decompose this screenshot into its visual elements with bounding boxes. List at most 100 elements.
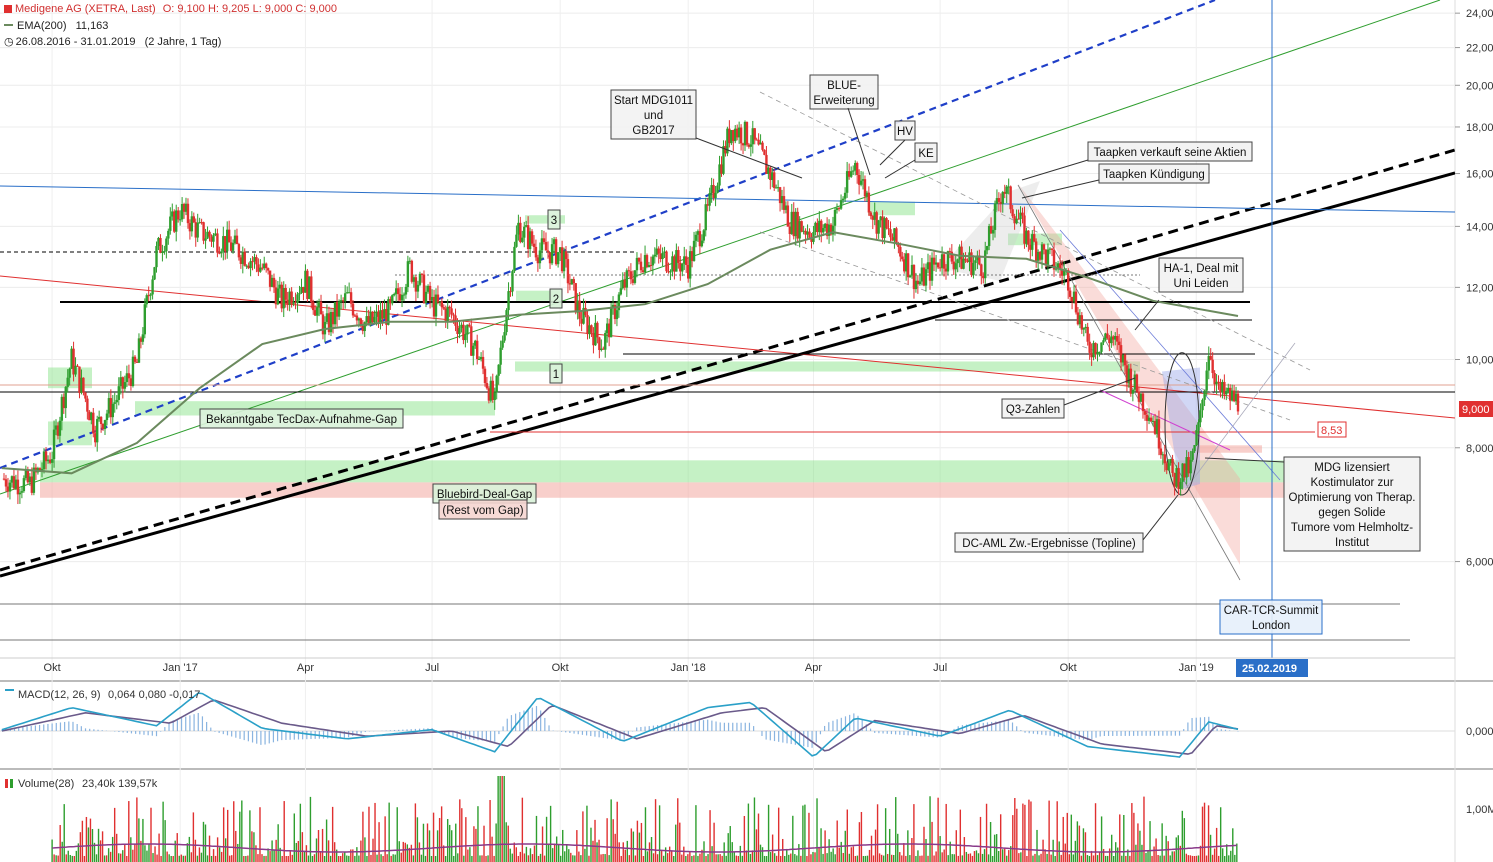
volume-bar (759, 844, 762, 862)
candle-body (1106, 333, 1109, 339)
volume-bar (509, 848, 511, 862)
volume-bar (888, 828, 891, 862)
annotation-text: DC-AML Zw.-Ergebnisse (Topline) (962, 538, 1136, 550)
candle-body (940, 254, 944, 268)
candle-body (924, 269, 928, 286)
volume-bar (340, 855, 342, 862)
volume-bar (206, 855, 209, 862)
red-trend (0, 275, 1455, 419)
candle-body (663, 251, 666, 253)
volume-bar (366, 855, 368, 862)
candle-body (871, 216, 874, 220)
candle-body (1062, 270, 1066, 276)
volume-bar (265, 855, 267, 862)
macd-histogram-bar (247, 731, 249, 742)
candle-body (1153, 420, 1157, 434)
candle-body (942, 254, 946, 269)
volume-bar (658, 805, 661, 862)
candle-body (220, 251, 223, 254)
volume-bar (1012, 815, 1014, 862)
candle-body (491, 380, 494, 401)
macd-histogram-bar (832, 720, 834, 731)
candle-body (468, 324, 471, 327)
volume-bar (959, 809, 962, 862)
candle-body (627, 270, 631, 272)
candle-body (798, 221, 801, 239)
macd-histogram-bar (260, 731, 262, 745)
candle-body (576, 300, 579, 313)
candle-body (182, 204, 186, 212)
annotation-box: Q3-Zahlen (1001, 398, 1065, 419)
candle-body (629, 271, 633, 280)
volume-bar (648, 842, 651, 862)
volume-bar (226, 809, 229, 862)
volume-bar (255, 845, 257, 862)
volume-bar (356, 847, 358, 862)
volume-bar (235, 830, 237, 862)
macd-histogram-bar (1178, 731, 1181, 736)
candle-body (524, 225, 528, 227)
candle-body (745, 121, 749, 145)
candle-body (786, 205, 790, 227)
volume-bar (872, 855, 875, 862)
volume-bar (299, 803, 302, 862)
volume-bar (977, 853, 980, 862)
candle-body (753, 128, 756, 140)
candle-body (501, 340, 504, 348)
macd-histogram-bar (398, 729, 400, 731)
candle-body (200, 222, 203, 224)
candle-body (669, 271, 672, 273)
volume-bar (642, 856, 645, 862)
range-note: (2 Jahre, 1 Tag) (144, 36, 222, 48)
candle-body (1050, 248, 1054, 250)
volume-bar (765, 855, 768, 862)
annotation-leader (695, 137, 803, 179)
macd-histogram-bar (235, 731, 237, 738)
candle-body (255, 257, 258, 265)
time-tick-label: Jul (933, 662, 947, 674)
volume-bar (590, 827, 592, 862)
candle-body (282, 287, 285, 309)
gap-3-zone (525, 215, 565, 224)
volume-bar (271, 840, 273, 862)
candle-body (1183, 463, 1186, 478)
macd-histogram-bar (894, 731, 897, 735)
volume-bar (739, 845, 742, 862)
candle-body (507, 291, 510, 311)
volume-bar (691, 855, 693, 862)
macd-histogram-bar (677, 722, 680, 731)
volume-bar (396, 807, 398, 862)
candle-body (1127, 368, 1131, 384)
candle-body (1102, 340, 1105, 343)
macd-histogram-bar (1028, 731, 1030, 734)
candle-body (418, 273, 422, 285)
candle-body (327, 313, 331, 333)
volume-bar (81, 820, 84, 862)
annotation-box: BLUE-Erweiterung (809, 74, 879, 110)
volume-panel (51, 776, 1238, 862)
macd-histogram-bar (126, 731, 128, 733)
macd-histogram-bar (222, 731, 224, 735)
time-tick-label: Jan '18 (671, 662, 706, 674)
macd-histogram-bar (819, 731, 822, 735)
candle-body (280, 284, 283, 309)
volume-bar (317, 830, 320, 862)
macd-histogram-bar (899, 731, 901, 735)
candle-body (1167, 463, 1170, 471)
candle-body (46, 459, 50, 462)
volume-bar (802, 805, 804, 862)
volume-bar (249, 810, 251, 862)
volume-bar (259, 807, 261, 862)
macd-histogram-bar (360, 731, 362, 734)
line-icon (4, 24, 13, 26)
macd-histogram-bar (34, 725, 37, 731)
candle-body (536, 257, 540, 264)
candle-body (1189, 459, 1192, 474)
volume-bar (537, 855, 540, 862)
annotation-leader (1142, 494, 1179, 541)
volume-bar (671, 851, 673, 862)
macd-histogram-bar (544, 717, 546, 731)
instrument-name: Medigene AG (XETRA, Last) (15, 3, 156, 15)
candle-body (519, 222, 522, 242)
candle-body (974, 260, 977, 263)
